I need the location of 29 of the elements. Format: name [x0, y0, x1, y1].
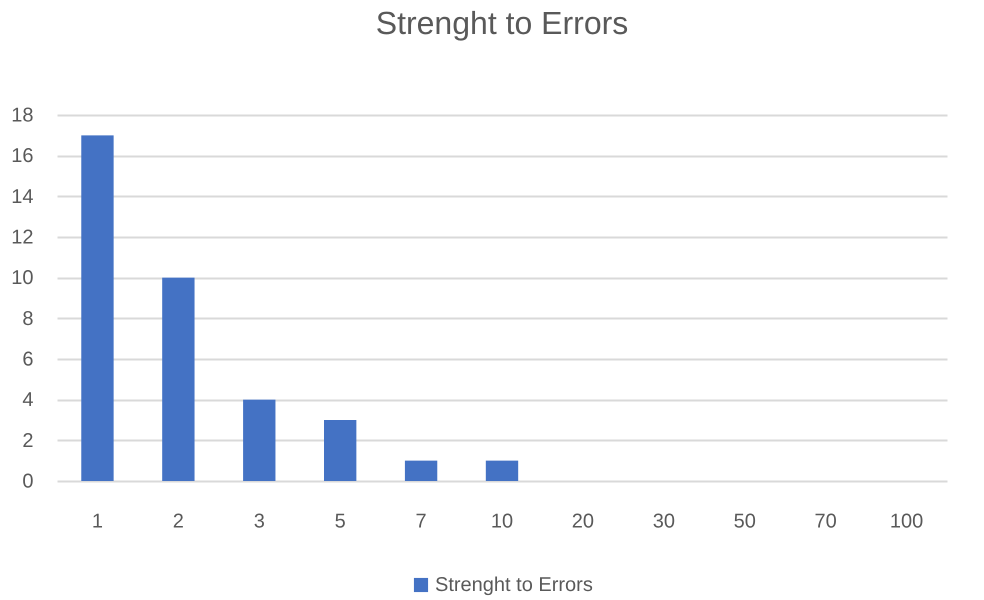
- x-tick-label: 50: [734, 510, 756, 532]
- bar: [404, 460, 438, 481]
- y-tick-label: 6: [22, 348, 34, 370]
- x-tick-label: 70: [814, 510, 837, 532]
- x-tick-label: 100: [890, 510, 924, 532]
- x-tick-label: 2: [172, 510, 184, 532]
- x-tick-label: 20: [572, 510, 594, 532]
- y-tick-label: 8: [22, 308, 34, 330]
- x-tick-label: 10: [490, 510, 514, 532]
- y-tick-label: 14: [11, 186, 34, 208]
- y-tick-label: 0: [22, 470, 34, 492]
- bar: [162, 278, 195, 481]
- x-tick-label: 3: [254, 510, 265, 532]
- bar: [486, 460, 518, 481]
- x-tick-label: 7: [416, 510, 427, 532]
- chart-title: Strenght to Errors: [376, 5, 628, 41]
- y-tick-label: 12: [11, 226, 34, 248]
- y-tick-label: 4: [22, 389, 34, 412]
- bar: [324, 420, 356, 481]
- x-tick-label: 30: [652, 510, 675, 532]
- y-tick-label: 2: [22, 430, 34, 452]
- legend-label: Strenght to Errors: [435, 574, 593, 596]
- y-tick-label: 16: [11, 145, 34, 168]
- bar: [81, 135, 114, 481]
- x-tick-label: 5: [334, 510, 346, 532]
- y-tick-label: 10: [11, 267, 34, 290]
- x-tick-label: 1: [92, 510, 104, 532]
- bar: [243, 400, 276, 481]
- y-tick-label: 18: [11, 104, 34, 126]
